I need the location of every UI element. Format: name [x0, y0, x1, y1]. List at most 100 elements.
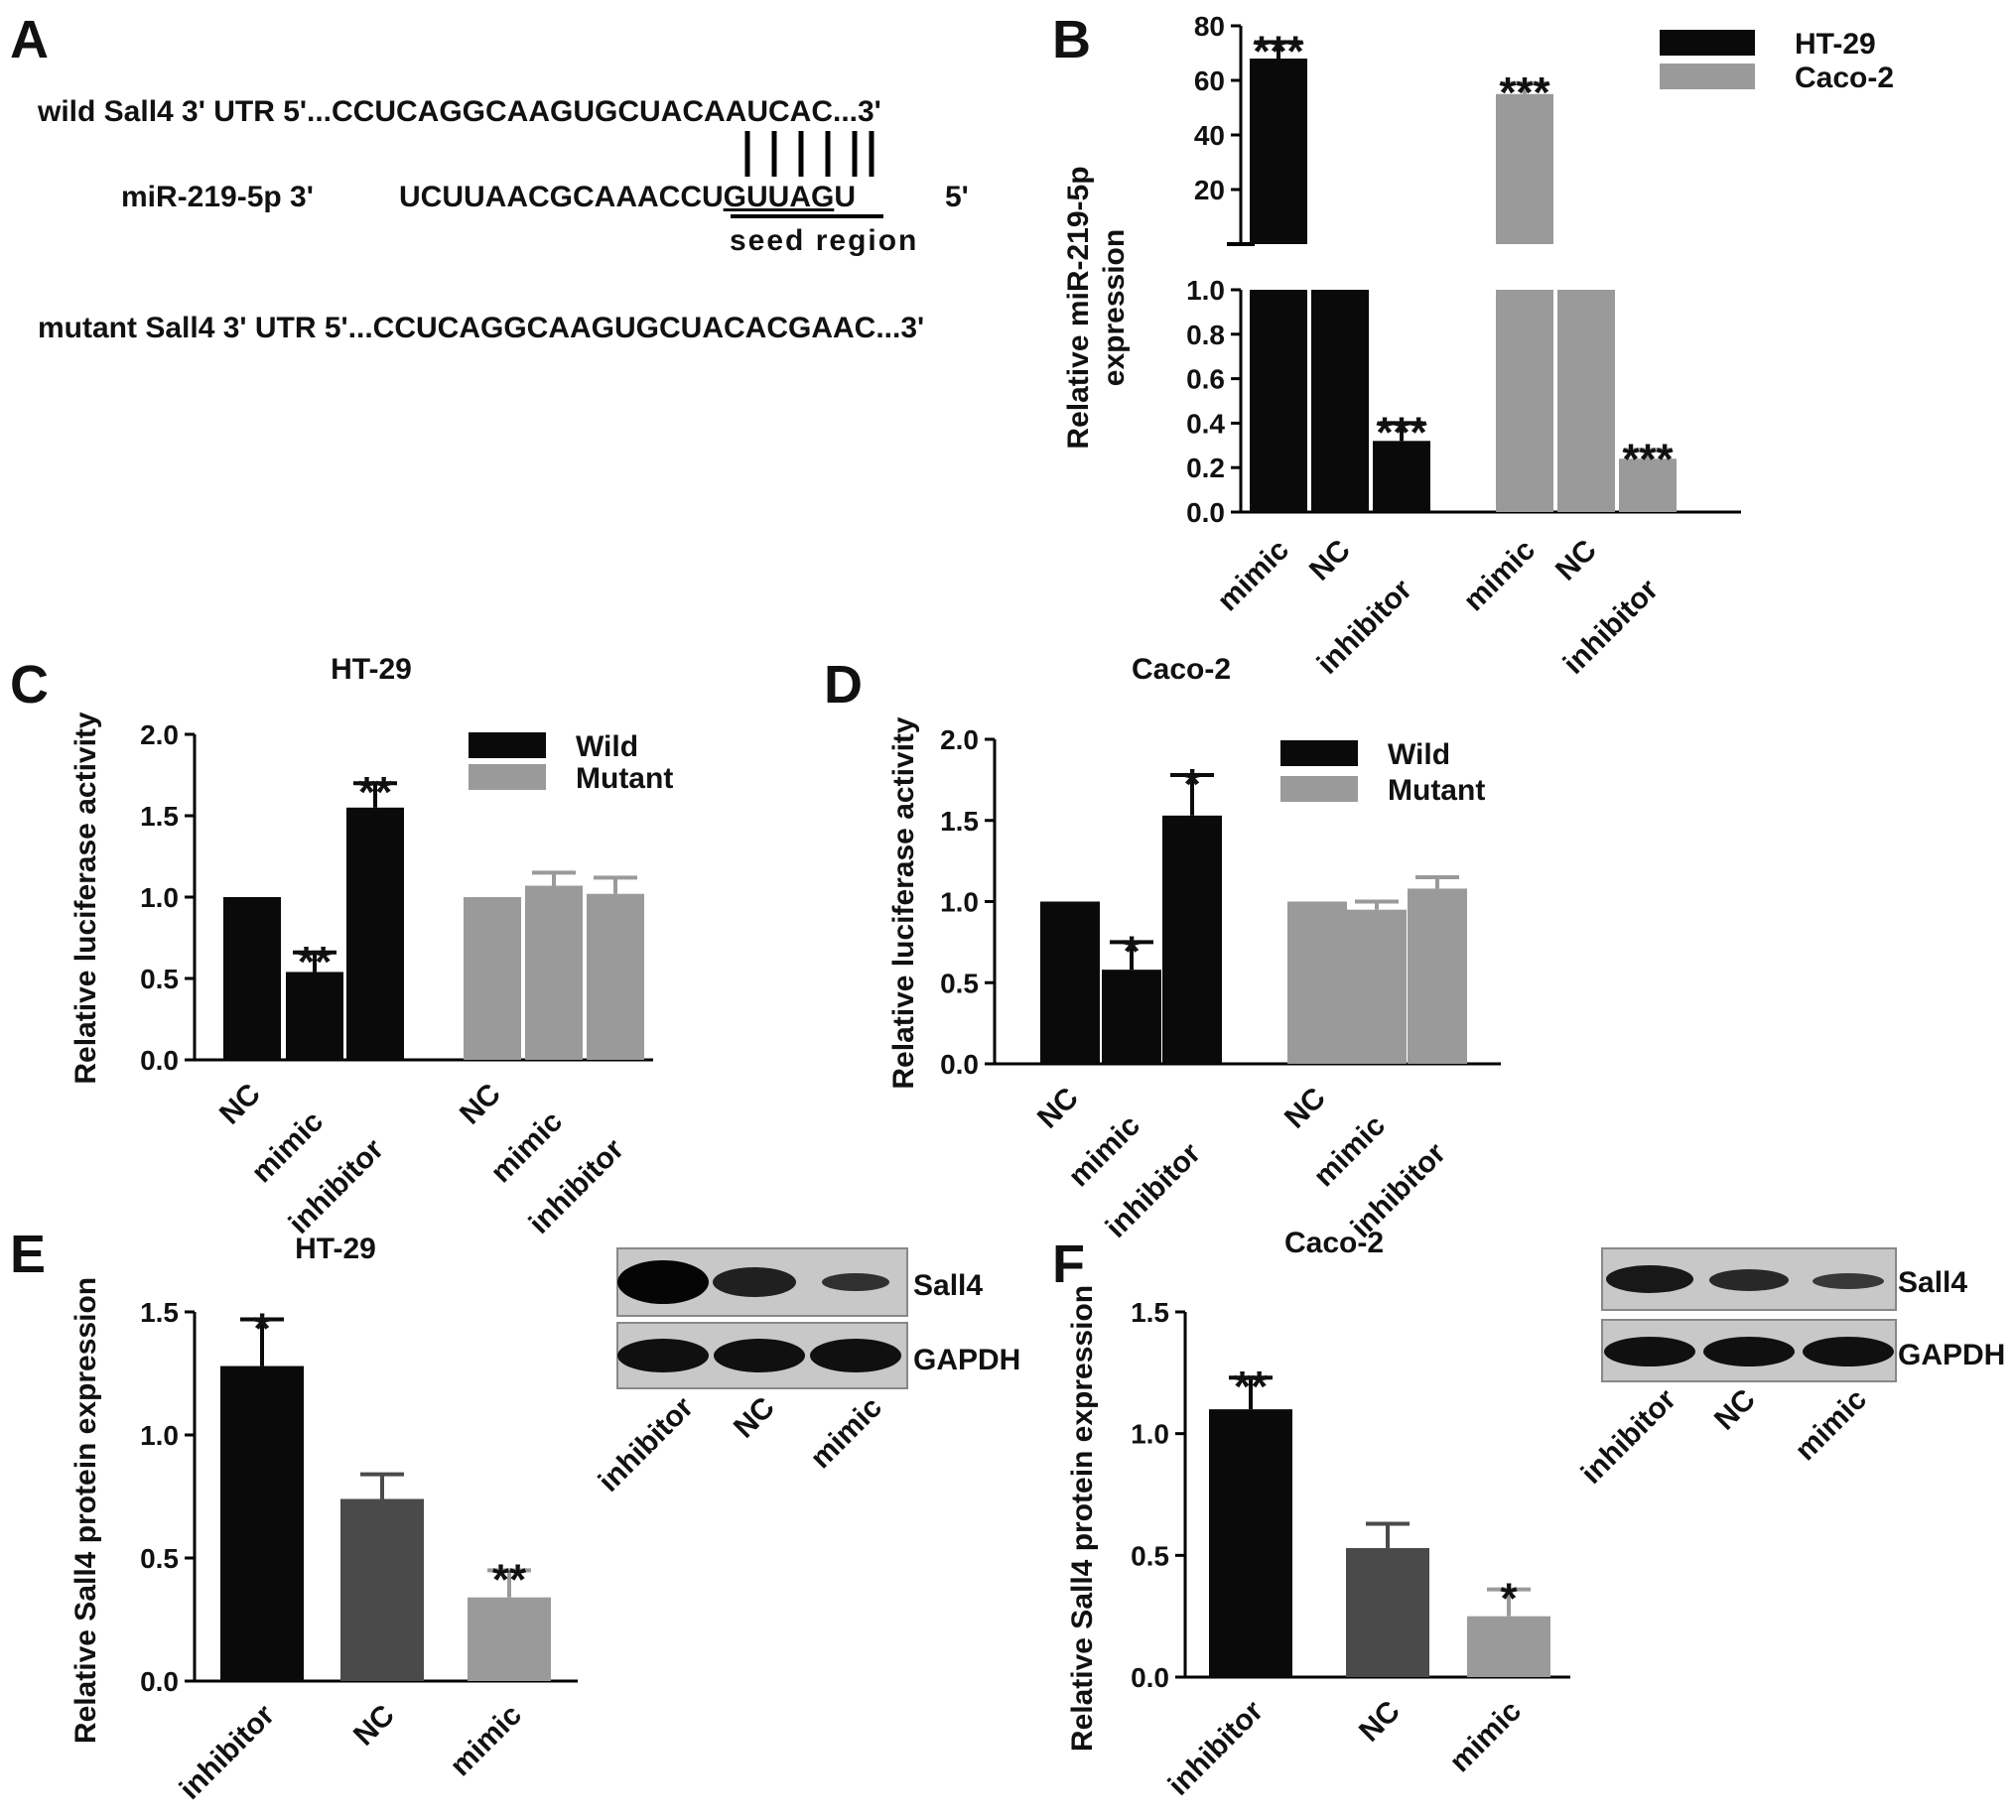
bar — [340, 1498, 424, 1681]
significance-marker: ** — [358, 768, 393, 817]
y-tick-label: 1.5 — [940, 806, 979, 837]
legend-swatch — [469, 764, 546, 790]
blot-band — [617, 1260, 709, 1304]
y-tick-label: 0.0 — [140, 1666, 179, 1697]
bar — [1467, 1616, 1550, 1677]
legend-label: HT-29 — [1795, 28, 1876, 61]
y-tick-label: 60 — [1194, 65, 1225, 96]
blot-image-e — [616, 1247, 908, 1389]
y-tick-label: 0.5 — [140, 1543, 179, 1574]
blot-band — [1803, 1337, 1894, 1366]
x-tick-label: mimic — [484, 1105, 569, 1190]
significance-marker: ** — [1234, 1363, 1269, 1411]
bar — [286, 972, 343, 1060]
legend-swatch — [469, 732, 546, 758]
x-tick-label: inhibitor — [174, 1698, 281, 1805]
blot-band — [1604, 1337, 1695, 1366]
x-tick-label: mimic — [1062, 1109, 1146, 1194]
panel-b: B Relative miR-219-5p expression 20 40 60 80… — [1052, 10, 1894, 681]
y-tick-label: 0.0 — [140, 1045, 179, 1076]
seed-caption: seed region — [730, 224, 918, 257]
legend-swatch — [1280, 740, 1358, 766]
bar — [1162, 815, 1222, 1064]
y-tick-label: 40 — [1194, 120, 1225, 151]
bar — [587, 893, 644, 1060]
x-tick-label: inhibitor — [1162, 1694, 1270, 1801]
legend-swatch — [1660, 30, 1755, 56]
x-tick-label: mimic — [1307, 1109, 1392, 1194]
mir-end: 5' — [945, 181, 969, 213]
x-tick-label: NC — [1031, 1082, 1085, 1135]
significance-marker: * — [1500, 1575, 1518, 1624]
mutant-sequence: mutant Sall4 3' UTR 5'...CCUCAGGCAAGUGCU… — [38, 312, 924, 344]
mir-label: miR-219-5p 3' — [121, 181, 314, 213]
blot-e-label-gapdh: GAPDH — [913, 1344, 1020, 1376]
mir-prefix: UCUUAACGCAAACCU — [399, 181, 724, 213]
y-tick-label: 1.0 — [940, 887, 979, 918]
x-tick-label: NC — [454, 1078, 507, 1131]
x-tick-label: inhibitor — [1557, 573, 1665, 680]
blot-band — [1703, 1337, 1795, 1366]
x-tick-label: inhibitor — [1311, 573, 1418, 680]
panel-e-title: HT-29 — [295, 1233, 376, 1265]
legend-swatch — [1660, 64, 1755, 89]
y-tick-label: 0.6 — [1186, 364, 1225, 395]
panel-letter-a: A — [10, 10, 49, 69]
x-tick-label: NC — [1353, 1695, 1407, 1749]
blot-band — [713, 1267, 796, 1297]
panel-letter-e: E — [10, 1225, 46, 1284]
y-tick-label: 0.0 — [1186, 497, 1225, 528]
panel-c-title: HT-29 — [331, 653, 412, 686]
bar — [1619, 458, 1677, 512]
y-tick-label: 1.0 — [140, 1420, 179, 1451]
legend-swatch — [1280, 776, 1358, 802]
y-tick-label: 1.5 — [140, 1297, 179, 1328]
blot-e-lane-inhibitor: inhibitor — [593, 1390, 700, 1497]
blot-f-label-gapdh: GAPDH — [1898, 1339, 2005, 1371]
blot-band — [822, 1273, 889, 1291]
significance-marker: * — [253, 1304, 271, 1353]
y-tick-label: 0.5 — [1131, 1540, 1169, 1571]
x-tick-label: mimic — [245, 1105, 330, 1190]
panel-d: D Caco-2 Relative luciferase activity 0.… — [824, 653, 1501, 1244]
x-tick-label: NC — [213, 1078, 267, 1131]
x-tick-label: mimic — [1443, 1695, 1528, 1779]
significance-marker: *** — [1499, 68, 1550, 117]
bar — [1496, 93, 1553, 244]
blot-e-lane-mimic: mimic — [804, 1391, 888, 1476]
bar — [346, 807, 404, 1060]
legend-label: Wild — [576, 730, 638, 763]
x-tick-label: mimic — [444, 1699, 528, 1783]
bar — [223, 897, 281, 1060]
panel-letter-c: C — [10, 655, 49, 715]
x-tick-label: NC — [347, 1699, 401, 1753]
wild-sequence: wild Sall4 3' UTR 5'...CCUCAGGCAAGUGCUAC… — [37, 95, 881, 128]
significance-marker: *** — [1376, 408, 1427, 456]
bar — [1346, 1547, 1429, 1677]
blot-band — [617, 1339, 709, 1372]
blot-band — [714, 1339, 805, 1372]
mir-sequence: UCUUAACGCAAACCUGUUAGU — [399, 181, 856, 213]
bar — [1040, 901, 1100, 1064]
bar — [1347, 909, 1407, 1064]
bar — [468, 1597, 551, 1681]
y-tick-label: 0.5 — [940, 968, 979, 998]
panel-e: E HT-29 Relative Sall4 protein expressio… — [10, 1225, 1020, 1806]
base-pairing-lines — [744, 131, 874, 177]
bar — [1408, 888, 1467, 1064]
panel-b-ylabel: Relative miR-219-5p expression — [1062, 166, 1131, 449]
panel-e-ylabel: Relative Sall4 protein expression — [69, 1277, 102, 1744]
bar — [1311, 290, 1369, 512]
blot-band — [1606, 1265, 1693, 1293]
significance-marker: * — [1183, 760, 1201, 809]
blot-e-label-sall4: Sall4 — [913, 1269, 983, 1302]
panel-f: F Caco-2 Relative Sall4 protein expressi… — [1052, 1227, 2005, 1802]
legend-label: Wild — [1388, 738, 1450, 771]
blot-f-lane-nc: NC — [1708, 1383, 1762, 1437]
y-tick-label: 0.5 — [140, 964, 179, 994]
legend-label: Caco-2 — [1795, 62, 1894, 94]
blot-band — [1709, 1269, 1789, 1291]
panel-letter-d: D — [824, 655, 863, 715]
significance-marker: ** — [298, 938, 333, 986]
